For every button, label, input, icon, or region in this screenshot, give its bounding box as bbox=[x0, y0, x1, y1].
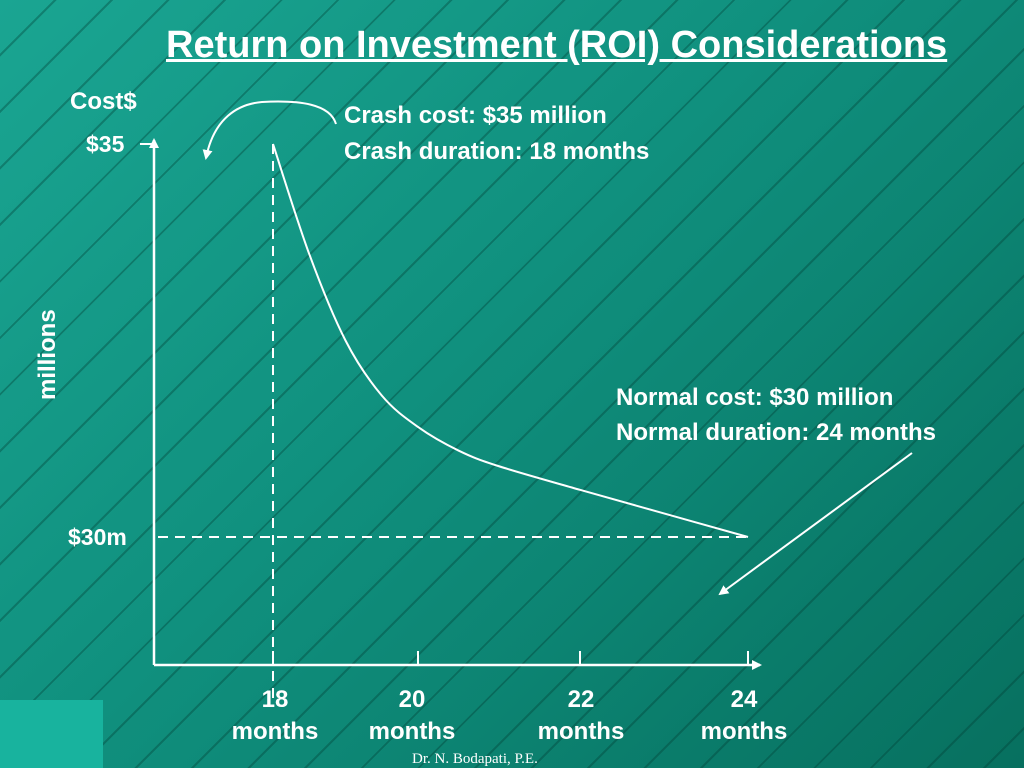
y-axis-side-label: millions bbox=[34, 309, 61, 401]
x-tick-label-20: 20 months bbox=[352, 684, 472, 748]
crash-annotation-arrow bbox=[202, 100, 337, 160]
x-tick-value: 24 bbox=[730, 686, 758, 713]
normal-cost-text: Normal cost: $30 million bbox=[616, 384, 894, 411]
y-tick-label-35: $35 bbox=[86, 131, 125, 157]
crash-duration-text: Crash duration: 18 months bbox=[344, 138, 650, 165]
x-tick-value: 22 bbox=[567, 686, 595, 713]
x-tick-label-24: 24 months bbox=[684, 684, 804, 748]
normal-annotation-arrow bbox=[718, 452, 913, 596]
corner-block bbox=[0, 700, 103, 768]
cost-duration-curve bbox=[272, 143, 749, 538]
x-tick-value: 18 bbox=[261, 686, 289, 713]
normal-duration-text: Normal duration: 24 months bbox=[616, 419, 937, 446]
x-tick-value: 20 bbox=[398, 686, 426, 713]
x-tick-unit: months bbox=[537, 718, 625, 745]
x-tick-unit: months bbox=[700, 718, 788, 745]
x-tick-unit: months bbox=[368, 718, 456, 745]
crash-cost-text: Crash cost: $35 million bbox=[344, 102, 607, 129]
footer-author: Dr. N. Bodapati, P.E. bbox=[412, 751, 538, 767]
x-tick-label-18: 18 months bbox=[215, 684, 335, 748]
y-axis-top-label: Cost$ bbox=[70, 88, 137, 115]
x-tick-label-22: 22 months bbox=[521, 684, 641, 748]
y-tick-label-30: $30m bbox=[68, 524, 127, 550]
slide-title: Return on Investment (ROI) Consideration… bbox=[166, 24, 948, 66]
x-tick-unit: months bbox=[231, 718, 319, 745]
